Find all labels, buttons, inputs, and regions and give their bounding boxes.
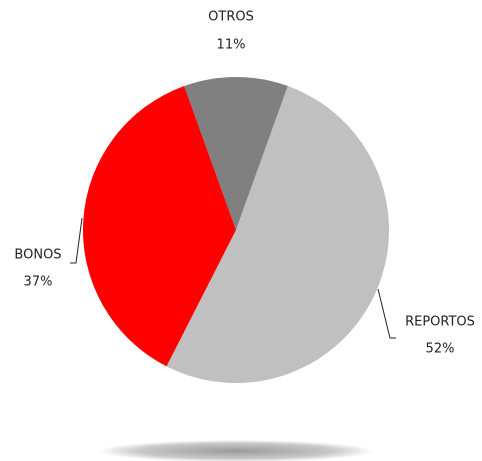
leader-line xyxy=(70,217,83,264)
slice-label: OTROS xyxy=(208,10,254,25)
pie-slice xyxy=(184,77,288,230)
slice-value-label: 11% xyxy=(217,38,246,53)
pie-shadow xyxy=(98,440,374,461)
slice-value-label: 37% xyxy=(24,275,53,290)
pie-slice xyxy=(166,86,390,384)
slice-label: BONOS xyxy=(14,248,61,263)
pie-slice xyxy=(83,86,237,367)
leader-line xyxy=(377,288,396,339)
slice-value-label: 52% xyxy=(426,342,455,357)
slice-label: REPORTOS xyxy=(405,315,475,330)
